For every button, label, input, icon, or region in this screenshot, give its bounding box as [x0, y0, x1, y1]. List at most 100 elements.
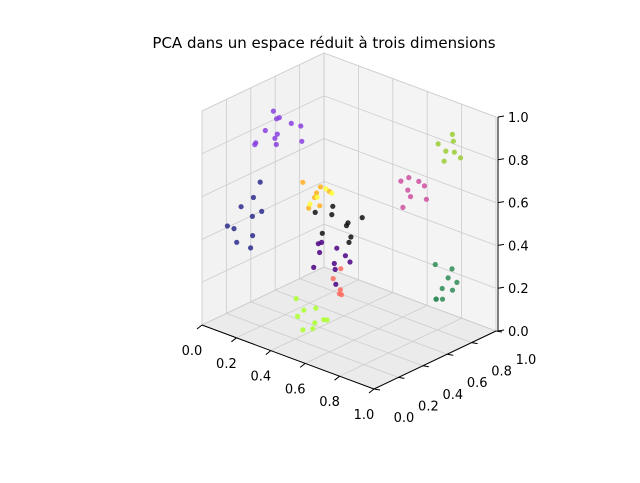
data-point [331, 260, 337, 267]
y-axis-line [373, 330, 497, 390]
data-point [435, 141, 441, 147]
data-point [432, 261, 438, 268]
data-point [298, 123, 304, 129]
tick-labels: 0.00.00.00.20.20.20.40.40.40.6 0.60.60.80… [182, 111, 537, 426]
data-point [338, 266, 344, 272]
data-point [299, 138, 305, 144]
data-point [319, 239, 325, 245]
data-point [449, 131, 455, 137]
data-point [439, 285, 445, 292]
y-tick-label: 1.0 [516, 353, 537, 368]
z-tick [497, 115, 505, 118]
grid-line-y [225, 99, 399, 378]
axis-panes [200, 52, 498, 390]
y-tick-label: 0.6 [467, 376, 488, 391]
data-point [348, 234, 354, 240]
data-point [312, 320, 318, 326]
data-point [295, 313, 301, 319]
x-tick [231, 337, 237, 343]
data-point [317, 184, 324, 190]
y-tick-label: 0.8 [491, 365, 512, 380]
data-point [345, 220, 351, 226]
data-point [443, 148, 449, 154]
x-tick-label: 0.6 [285, 382, 306, 397]
data-point [311, 264, 317, 270]
x-tick-label: 1.0 [354, 408, 375, 423]
data-point [454, 279, 460, 285]
data-point [314, 194, 320, 200]
data-point [406, 175, 412, 181]
x-tick-label: 0.4 [250, 370, 271, 385]
data-point [347, 259, 353, 265]
data-point [407, 194, 414, 200]
data-point [301, 307, 307, 313]
data-point [421, 183, 427, 189]
data-point [248, 245, 254, 251]
x-tick [196, 324, 203, 330]
data-point [313, 190, 320, 196]
grid-line-y [323, 53, 497, 332]
data-point [270, 108, 276, 114]
y-tick [373, 388, 381, 391]
y-tick [495, 330, 503, 333]
data-point [276, 115, 282, 121]
y-tick-label: 0.2 [418, 399, 439, 414]
data-point [238, 204, 244, 210]
y-tick [398, 376, 405, 379]
x-tick-label: 0.0 [182, 344, 203, 359]
z-tick-label: 0.0 [508, 325, 529, 340]
z-tick-label: 0.6 [508, 197, 529, 212]
data-point [312, 209, 318, 215]
data-point [449, 287, 456, 293]
data-point [449, 266, 455, 272]
z-tick-label: 0.4 [508, 239, 529, 254]
y-tick [471, 342, 478, 345]
data-point [330, 203, 336, 209]
y-tick-label: 0.0 [394, 411, 415, 426]
x-tick-label: 0.8 [319, 395, 340, 410]
grid-line-y [274, 76, 448, 355]
data-point [252, 142, 258, 148]
z-tick-label: 0.8 [508, 154, 529, 169]
data-point [293, 296, 299, 302]
data-point [441, 158, 447, 164]
data-point [433, 296, 439, 302]
x-tick [299, 363, 306, 368]
data-point [321, 317, 327, 323]
data-point [457, 155, 464, 161]
data-point [334, 245, 340, 251]
y-tick [422, 365, 429, 368]
data-point [307, 201, 313, 207]
data-point [451, 149, 457, 155]
data-point [250, 194, 256, 201]
z-tick-label: 1.0 [508, 111, 529, 126]
data-point [342, 253, 348, 259]
data-point [346, 239, 352, 245]
data-point [224, 223, 230, 229]
data-point [333, 281, 339, 287]
data-point [319, 230, 325, 236]
data-point [249, 213, 255, 219]
x-tick [265, 350, 272, 355]
z-tick [497, 201, 505, 204]
data-point [317, 249, 323, 256]
data-point [259, 208, 265, 214]
data-point [330, 276, 336, 282]
data-point [323, 186, 329, 192]
data-point [439, 296, 446, 302]
data-point [310, 326, 316, 332]
x-axis-line [201, 324, 375, 390]
y-tick [447, 353, 454, 356]
data-point [300, 179, 306, 185]
data-point [300, 327, 306, 333]
z-tick [497, 286, 505, 289]
grid-line-z [201, 52, 497, 118]
data-point [450, 138, 456, 144]
y-tick-label: 0.4 [442, 388, 463, 403]
data-point [337, 287, 343, 293]
z-tick-label: 0.2 [508, 282, 529, 297]
data-point [416, 178, 422, 184]
data-point [257, 179, 263, 185]
